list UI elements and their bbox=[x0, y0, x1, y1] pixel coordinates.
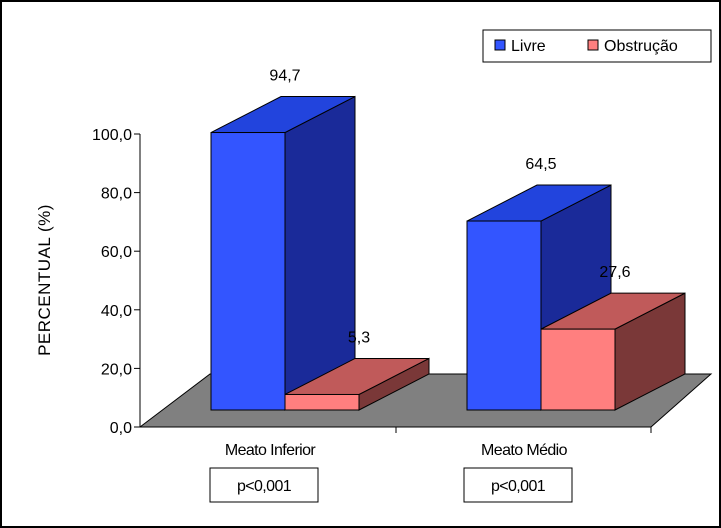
p-value-label: p<0,001 bbox=[237, 478, 292, 495]
y-tick-label: 0,0 bbox=[110, 420, 132, 437]
p-value-label: p<0,001 bbox=[491, 478, 546, 495]
bar-front-face bbox=[540, 328, 616, 411]
legend-label: Livre bbox=[511, 38, 546, 55]
y-axis-label: PERCENTUAL (%) bbox=[35, 204, 54, 356]
y-tick-label: 60,0 bbox=[101, 244, 132, 261]
bar-front-face bbox=[284, 393, 360, 411]
y-tick-label: 20,0 bbox=[101, 361, 132, 378]
x-category-label: Meato Inferior bbox=[225, 442, 317, 459]
legend-label: Obstrução bbox=[604, 38, 678, 55]
bar-obstruo-1 bbox=[284, 357, 430, 411]
bar-front-face bbox=[210, 132, 286, 411]
bar-livre-1 bbox=[210, 95, 356, 411]
legend-swatch bbox=[494, 39, 506, 51]
bar-obstruo-2 bbox=[540, 292, 686, 411]
p-value-box bbox=[209, 467, 319, 503]
p-value-box bbox=[463, 467, 573, 503]
x-category-label: Meato Médio bbox=[481, 442, 568, 459]
bar-side-face bbox=[284, 95, 356, 411]
legend-swatch bbox=[587, 39, 599, 51]
data-label: 64,5 bbox=[525, 156, 556, 173]
data-label: 27,6 bbox=[599, 264, 630, 281]
data-label: 94,7 bbox=[269, 68, 300, 85]
y-tick-label: 80,0 bbox=[101, 186, 132, 203]
y-tick-label: 100,0 bbox=[92, 127, 132, 144]
data-label: 5,3 bbox=[348, 329, 370, 346]
bar-front-face bbox=[466, 220, 542, 411]
y-tick-label: 40,0 bbox=[101, 303, 132, 320]
